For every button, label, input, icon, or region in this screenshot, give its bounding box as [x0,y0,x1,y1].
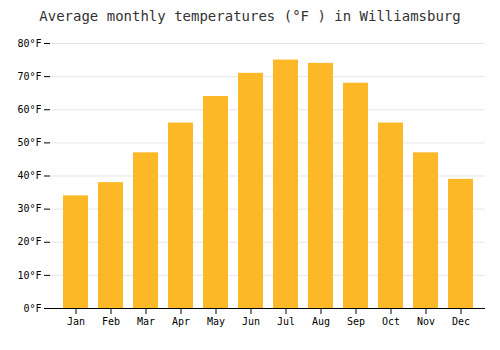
svg-text:20°F: 20°F [17,236,41,247]
svg-text:Feb: Feb [102,316,120,327]
svg-text:0°F: 0°F [23,303,41,314]
svg-text:Aug: Aug [312,316,330,327]
svg-text:Jun: Jun [242,316,260,327]
svg-text:40°F: 40°F [17,170,41,181]
svg-text:Sep: Sep [347,316,365,327]
svg-text:30°F: 30°F [17,203,41,214]
svg-text:50°F: 50°F [17,137,41,148]
svg-text:Dec: Dec [452,316,470,327]
svg-text:Jan: Jan [67,316,85,327]
svg-text:May: May [207,316,225,327]
svg-text:70°F: 70°F [17,71,41,82]
html-text:Average monthly temperatures (: Average monthly temperatures (°F ) in Wi… [39,8,461,24]
svg-text:Nov: Nov [417,316,435,327]
svg-text:Oct: Oct [382,316,400,327]
svg-text:Mar: Mar [137,316,155,327]
svg-text:10°F: 10°F [17,270,41,281]
svg-text:60°F: 60°F [17,104,41,115]
svg-text:Jul: Jul [277,316,295,327]
svg-text:Apr: Apr [172,316,190,327]
svg-text:80°F: 80°F [17,38,41,49]
